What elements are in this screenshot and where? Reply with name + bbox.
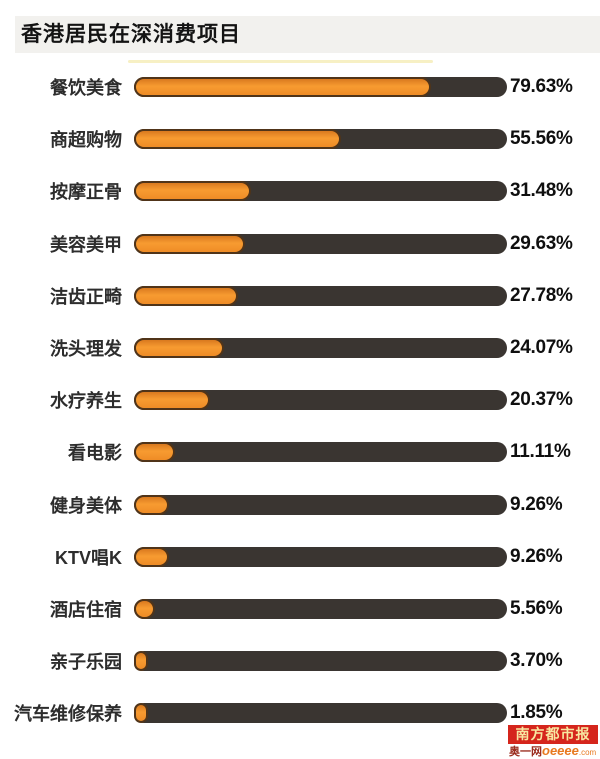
bar-value: 29.63% [510, 232, 573, 254]
bar-value: 5.56% [510, 597, 563, 619]
bar-row: 美容美甲 29.63% [0, 218, 600, 270]
bar-value: 3.70% [510, 650, 563, 672]
bar-label: 美容美甲 [50, 234, 122, 255]
bar-track [134, 442, 507, 463]
bar-track [134, 233, 507, 254]
newspaper-logo: 南方都市报 [508, 725, 598, 744]
bar-fill [134, 651, 148, 672]
bar-label: 洁齿正畸 [50, 286, 122, 307]
bar-track [134, 546, 507, 567]
bar-fill [134, 442, 176, 463]
bar-row: 亲子乐园 3.70% [0, 635, 600, 687]
bar-value: 9.26% [510, 545, 563, 567]
bar-fill [134, 77, 432, 98]
bar-track [134, 494, 507, 515]
site-watermark: 奥一网oeeee.com [509, 744, 599, 759]
bar-track [134, 651, 507, 672]
bar-track [134, 77, 507, 98]
bar-row: 洗头理发 24.07% [0, 322, 600, 374]
bar-fill [134, 285, 238, 306]
bar-track [134, 285, 507, 306]
bar-value: 24.07% [510, 337, 573, 359]
bar-value: 55.56% [510, 128, 573, 150]
bar-row: 餐饮美食 79.63% [0, 61, 600, 113]
bar-label: 健身美体 [50, 495, 122, 516]
bar-row: 商超购物 55.56% [0, 113, 600, 165]
bar-label: 酒店住宿 [50, 599, 122, 620]
bar-label: 看电影 [68, 443, 122, 464]
bar-label: 汽车维修保养 [14, 704, 122, 725]
bar-label: 洗头理发 [50, 339, 122, 360]
bar-rows: 餐饮美食 79.63% 商超购物 55.56% 按摩正骨 31.48% 美容美甲… [0, 61, 600, 739]
bar-label: 餐饮美食 [50, 78, 122, 99]
bar-value: 20.37% [510, 389, 573, 411]
bar-row: 健身美体 9.26% [0, 479, 600, 531]
title-band: 香港居民在深消费项目 [15, 16, 600, 53]
bar-value: 31.48% [510, 180, 573, 202]
bar-fill [134, 546, 169, 567]
bar-track [134, 390, 507, 411]
bar-label: 亲子乐园 [50, 652, 122, 673]
bar-fill [134, 494, 169, 515]
bar-label: 水疗养生 [50, 391, 122, 412]
bar-row: 洁齿正畸 27.78% [0, 270, 600, 322]
bar-fill [134, 233, 245, 254]
title-underline-decoration [128, 60, 433, 63]
bar-value: 11.11% [510, 441, 571, 463]
bar-row: 汽车维修保养 1.85% [0, 687, 600, 739]
bar-track [134, 598, 507, 619]
bar-track [134, 181, 507, 202]
bar-value: 27.78% [510, 284, 573, 306]
bar-fill [134, 598, 155, 619]
bar-value: 79.63% [510, 76, 573, 98]
site-tld-text: .com [578, 748, 597, 757]
site-name-text: oeeee [542, 743, 579, 758]
bar-row: KTV唱K 9.26% [0, 531, 600, 583]
bar-track [134, 338, 507, 359]
bar-track [134, 129, 507, 150]
bar-value: 9.26% [510, 493, 563, 515]
bar-fill [134, 390, 210, 411]
bar-row: 水疗养生 20.37% [0, 374, 600, 426]
bar-fill [134, 129, 342, 150]
bar-row: 酒店住宿 5.56% [0, 583, 600, 635]
bar-row: 看电影 11.11% [0, 426, 600, 478]
bar-fill [134, 181, 252, 202]
bar-fill [134, 703, 148, 724]
site-prefix-text: 奥一网 [509, 746, 542, 758]
bar-value: 1.85% [510, 702, 563, 724]
bar-label: KTV唱K [55, 547, 122, 568]
bar-track [134, 703, 507, 724]
bar-row: 按摩正骨 31.48% [0, 165, 600, 217]
bar-label: 商超购物 [50, 130, 122, 151]
bar-fill [134, 338, 224, 359]
chart-title: 香港居民在深消费项目 [21, 23, 241, 46]
bar-label: 按摩正骨 [50, 182, 122, 203]
